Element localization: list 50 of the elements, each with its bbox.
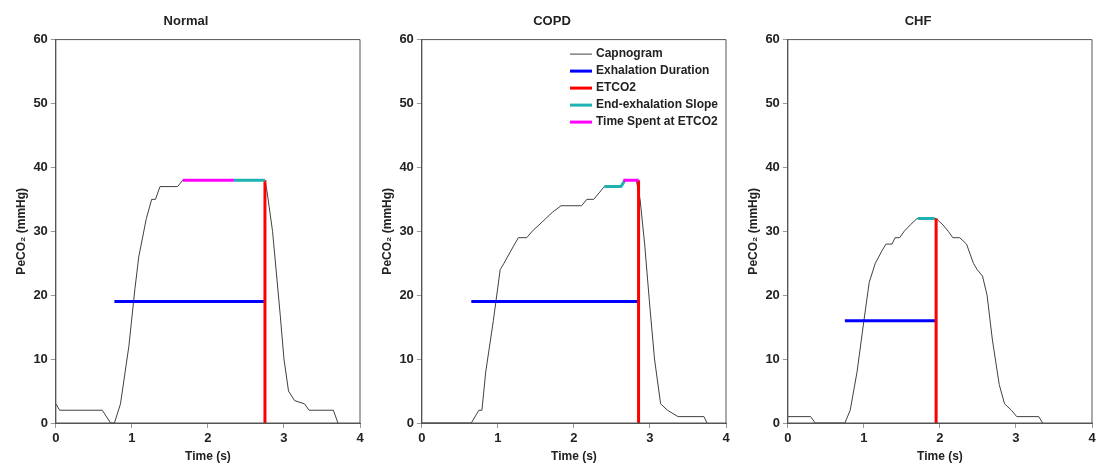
x-axis-title: Time (s) xyxy=(551,449,597,464)
x-tick-label: 1 xyxy=(860,430,868,446)
y-tick-label: 40 xyxy=(33,158,48,174)
y-tick-label: 0 xyxy=(772,414,780,430)
legend-label: ETCO2 xyxy=(595,80,637,95)
y-tick-label: 50 xyxy=(33,95,48,111)
y-tick-label: 60 xyxy=(399,31,414,47)
x-tick-label: 3 xyxy=(280,430,288,446)
x-tick-label: 2 xyxy=(570,430,578,446)
x-axis-title: Time (s) xyxy=(917,449,963,464)
y-tick-label: 10 xyxy=(399,350,414,366)
x-tick-label: 3 xyxy=(1012,430,1020,446)
x-tick-label: 4 xyxy=(722,430,731,446)
legend-label: Time Spent at ETCO2 xyxy=(595,114,719,129)
x-tick-label: 0 xyxy=(784,430,792,446)
x-tick-label: 4 xyxy=(1088,430,1097,446)
y-tick-label: 30 xyxy=(765,222,780,238)
x-tick-label: 2 xyxy=(204,430,212,446)
x-tick-label: 1 xyxy=(128,430,136,446)
legend-label: Exhalation Duration xyxy=(595,63,710,78)
x-tick-label: 3 xyxy=(646,430,654,446)
y-tick-label: 20 xyxy=(765,286,780,302)
y-tick-label: 50 xyxy=(399,95,414,111)
y-axis-title: PeCO₂ (mmHg) xyxy=(13,187,28,275)
y-tick-label: 10 xyxy=(33,350,48,366)
y-tick-label: 20 xyxy=(399,286,414,302)
y-tick-label: 40 xyxy=(765,158,780,174)
x-tick-label: 1 xyxy=(494,430,502,446)
y-tick-label: 0 xyxy=(40,414,48,430)
y-tick-label: 40 xyxy=(399,158,414,174)
chart-title: CHF xyxy=(904,13,932,29)
x-tick-label: 4 xyxy=(356,430,365,446)
y-tick-label: 20 xyxy=(33,286,48,302)
legend-label: Capnogram xyxy=(595,46,663,61)
y-axis-title: PeCO₂ (mmHg) xyxy=(745,187,760,275)
y-tick-label: 0 xyxy=(406,414,414,430)
x-axis-title: Time (s) xyxy=(185,449,231,464)
legend-label: End-exhalation Slope xyxy=(595,97,719,112)
y-tick-label: 50 xyxy=(765,95,780,111)
y-tick-label: 10 xyxy=(765,350,780,366)
chart-title: Normal xyxy=(163,13,209,29)
y-tick-label: 30 xyxy=(33,222,48,238)
x-tick-label: 0 xyxy=(418,430,426,446)
x-tick-label: 2 xyxy=(936,430,944,446)
x-tick-label: 0 xyxy=(52,430,60,446)
y-tick-label: 30 xyxy=(399,222,414,238)
y-axis-title: PeCO₂ (mmHg) xyxy=(379,187,394,275)
y-tick-label: 60 xyxy=(765,31,780,47)
chart-title: COPD xyxy=(533,13,571,29)
y-tick-label: 60 xyxy=(33,31,48,47)
